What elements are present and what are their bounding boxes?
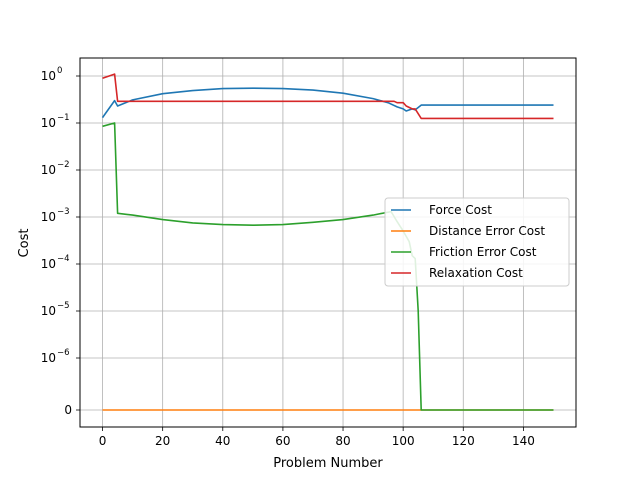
y-tick-label: 10 (41, 116, 56, 130)
y-tick-label: 10 (41, 304, 56, 318)
y-tick-exponent: 0 (57, 66, 62, 76)
x-tick-label: 60 (275, 434, 290, 448)
y-tick-label: 10 (41, 210, 56, 224)
x-tick-label: 0 (99, 434, 107, 448)
y-tick-exponent: −4 (57, 254, 70, 264)
series-line (102, 73, 554, 120)
y-tick-exponent: −6 (57, 348, 70, 358)
legend-box (384, 197, 570, 287)
y-tick-label: 0 (64, 403, 72, 417)
plot-frame (79, 57, 577, 428)
x-tick-label: 120 (452, 434, 475, 448)
x-axis-ticks: 0 20 40 60 80 100 120 140 (99, 427, 535, 448)
y-axis-label: Cost (17, 229, 32, 258)
y-tick-label: 10 (41, 163, 56, 177)
legend: Force Cost Distance Error Cost Friction Er… (384, 197, 570, 287)
y-tick-label: 10 (41, 351, 56, 365)
x-axis-label: Problem Number (273, 456, 383, 471)
y-tick-exponent: −3 (57, 207, 70, 217)
series-line (101, 87, 554, 119)
legend-label: Force Cost (429, 203, 492, 217)
legend-label: Relaxation Cost (429, 266, 523, 280)
y-tick-label: 10 (41, 257, 56, 271)
y-tick-label: 10 (41, 69, 56, 83)
x-tick-label: 80 (335, 434, 350, 448)
y-tick-exponent: −2 (57, 160, 70, 170)
x-tick-label: 100 (392, 434, 415, 448)
legend-label: Distance Error Cost (429, 224, 545, 238)
y-tick-exponent: −1 (57, 113, 70, 123)
x-tick-label: 140 (512, 434, 535, 448)
y-tick-exponent: −5 (57, 301, 70, 311)
legend-label: Friction Error Cost (429, 245, 537, 259)
x-tick-label: 20 (155, 434, 170, 448)
x-tick-label: 40 (215, 434, 230, 448)
